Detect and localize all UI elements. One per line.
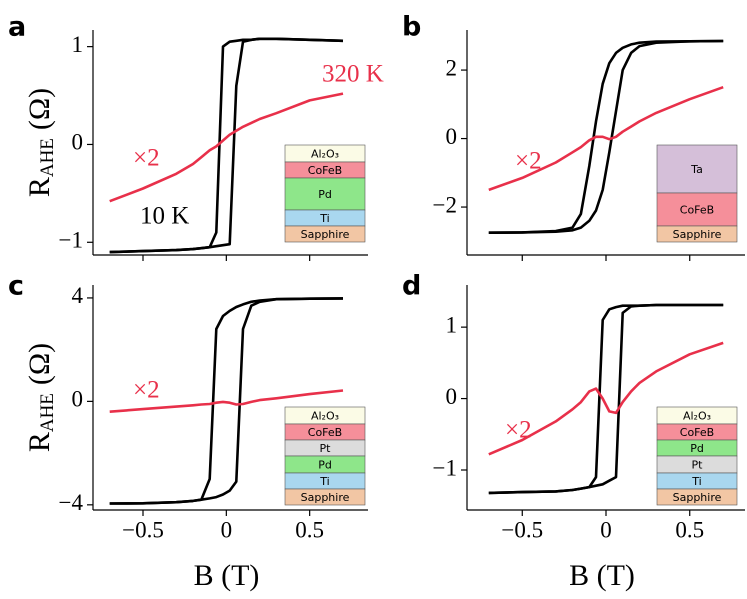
y-tick-label: −1	[433, 455, 457, 480]
layer-label: Al₂O₃	[311, 148, 339, 161]
layer-label: Ti	[319, 212, 329, 225]
annotation: ×2	[505, 417, 532, 444]
x-tick-label: 0.5	[295, 517, 324, 542]
y-axis-label: RAHE (Ω)	[23, 343, 58, 452]
layer-label: Pd	[318, 188, 332, 201]
x-tick-label: 0.5	[675, 517, 704, 542]
x-axis-label: B (T)	[194, 559, 260, 592]
y-tick-label: −1	[59, 228, 83, 253]
y-label-main: R	[23, 177, 56, 197]
layer-label: CoFeB	[680, 204, 714, 217]
annotation: ×2	[133, 377, 160, 404]
panel-label: d	[402, 271, 421, 302]
y-tick-label: −2	[433, 192, 457, 217]
layer-label: CoFeB	[308, 164, 342, 177]
layer-label: Al₂O₃	[311, 410, 339, 423]
panel-label: c	[8, 271, 24, 302]
x-axis-label: B (T)	[569, 559, 635, 592]
layer-label: CoFeB	[308, 426, 342, 439]
x-tick-label: −0.5	[501, 517, 543, 542]
layer-label: Pd	[318, 459, 332, 472]
annotation: 10 K	[140, 203, 189, 230]
layer-box	[656, 225, 738, 243]
layer-label: Ti	[691, 475, 701, 488]
y-tick-label: 0	[446, 124, 458, 149]
layer-label: Sapphire	[673, 228, 722, 241]
annotation: ×2	[515, 148, 542, 175]
y-tick-label: 0	[446, 384, 458, 409]
annotation: ×2	[133, 145, 160, 172]
y-label-rest: (Ω)	[23, 88, 56, 130]
x-tick-label: 0	[221, 517, 233, 542]
layer-label: Sapphire	[301, 228, 350, 241]
data-line	[488, 85, 724, 192]
data-line	[109, 297, 344, 505]
layer-box	[284, 225, 366, 243]
layer-label: Ta	[690, 163, 703, 176]
data-line	[109, 37, 344, 254]
layer-box	[656, 488, 738, 506]
annotation: 320 K	[322, 61, 384, 88]
y-tick-label: 1	[446, 312, 458, 337]
data-line	[488, 39, 724, 234]
x-tick-label: −0.5	[122, 517, 164, 542]
y-label-main: R	[23, 432, 56, 452]
data-line	[488, 39, 724, 234]
y-label-rest: (Ω)	[23, 343, 56, 385]
layer-label: Sapphire	[673, 491, 722, 504]
y-label-sub: AHE	[37, 138, 58, 177]
y-label-sub: AHE	[37, 393, 58, 432]
data-line	[488, 303, 724, 495]
layer-label: Sapphire	[301, 491, 350, 504]
y-tick-label: 0	[72, 387, 84, 412]
layer-label: CoFeB	[680, 426, 714, 439]
data-line	[109, 389, 344, 413]
layer-label: Pd	[690, 442, 704, 455]
y-tick-label: 4	[72, 283, 84, 308]
panel-label: b	[402, 12, 421, 43]
layer-label: Al₂O₃	[683, 410, 711, 423]
data-line	[488, 341, 724, 456]
panel-label: a	[8, 12, 26, 43]
layer-box	[656, 144, 738, 194]
data-line	[109, 92, 344, 203]
layer-box	[284, 488, 366, 506]
layer-label: Pt	[692, 459, 704, 472]
y-tick-label: 2	[446, 55, 458, 80]
y-tick-label: 1	[72, 32, 84, 57]
layer-box	[284, 177, 366, 211]
y-tick-label: −4	[59, 490, 84, 515]
y-tick-label: 0	[72, 130, 84, 155]
layer-label: Pt	[320, 442, 332, 455]
y-axis-label: RAHE (Ω)	[23, 88, 58, 197]
layer-label: Ti	[319, 475, 329, 488]
x-tick-label: 0	[600, 517, 612, 542]
